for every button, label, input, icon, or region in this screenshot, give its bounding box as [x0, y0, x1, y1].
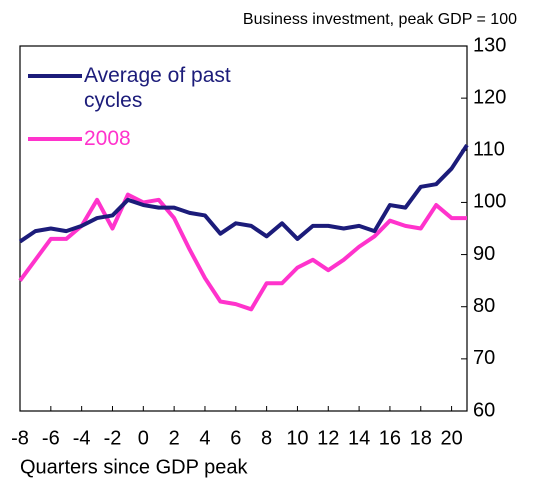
- legend-label: Average of past cycles: [84, 64, 231, 112]
- series-line: [18, 143, 469, 244]
- series-line: [18, 192, 467, 312]
- y-tick-label: 70: [473, 347, 495, 369]
- y-tick-label: 130: [473, 34, 506, 56]
- y-tick-label: 110: [473, 139, 505, 161]
- y-tick-label: 90: [473, 243, 495, 265]
- y-tick-label: 120: [473, 86, 506, 108]
- x-tick-label: 10: [286, 427, 308, 449]
- x-tick-label: 0: [138, 427, 149, 449]
- y-tick-label: 80: [473, 295, 495, 317]
- x-tick-label: -2: [104, 427, 122, 449]
- x-tick-label: -6: [42, 427, 60, 449]
- x-tick-label: 16: [379, 427, 401, 449]
- plot-frame: [19, 45, 468, 412]
- x-tick-label: 20: [440, 427, 462, 449]
- x-tick-label: 2: [169, 427, 180, 449]
- legend-label: 2008: [84, 127, 131, 150]
- x-tick-label: 4: [199, 427, 210, 449]
- x-tick-label: -8: [11, 427, 29, 449]
- x-axis-label: Quarters since GDP peak: [20, 456, 249, 478]
- x-tick-label: 14: [348, 427, 370, 449]
- x-tick-label: 12: [317, 427, 339, 449]
- x-tick-label: 8: [261, 427, 272, 449]
- x-tick-label: -4: [73, 427, 91, 449]
- y-tick-label: 60: [473, 399, 495, 421]
- chart-subtitle: Business investment, peak GDP = 100: [243, 11, 517, 28]
- y-tick-label: 100: [473, 191, 506, 213]
- x-tick-label: 18: [410, 427, 432, 449]
- x-tick-label: 6: [230, 427, 241, 449]
